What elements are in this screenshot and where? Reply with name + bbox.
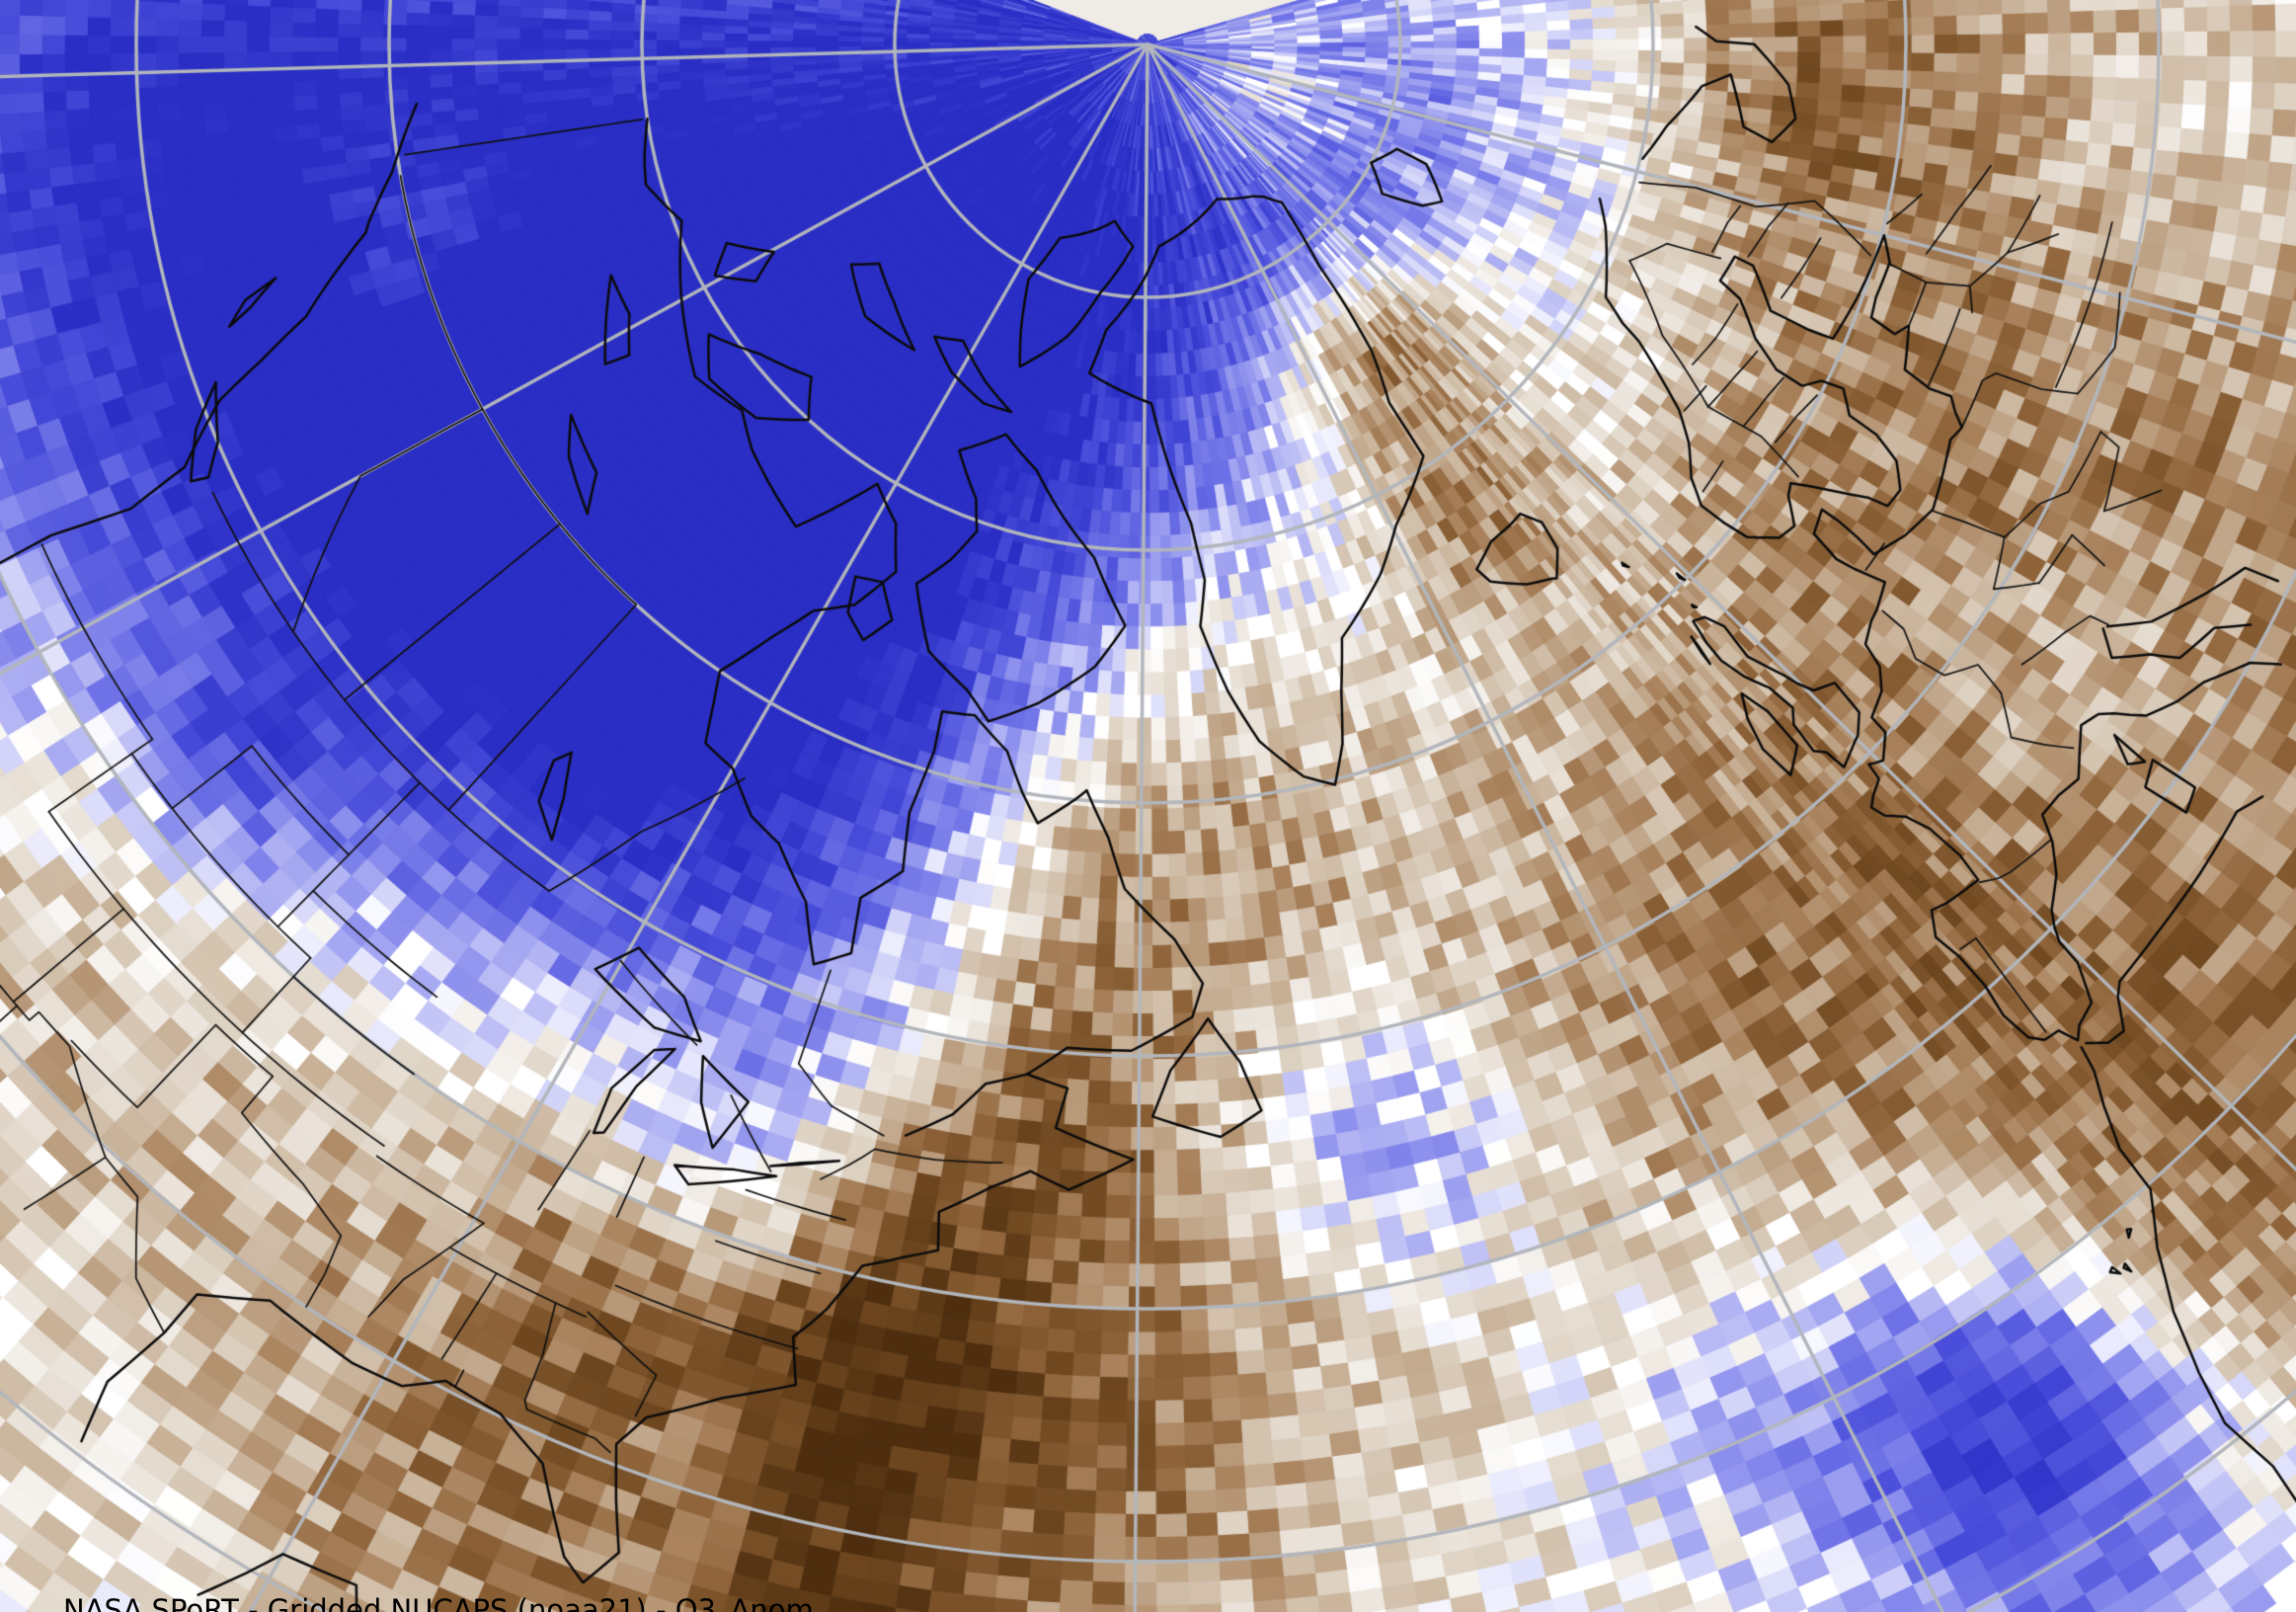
caption-product-line: NASA SPoRT - Gridded NUCAPS (noaa21) - O… bbox=[63, 1593, 814, 1612]
map-caption: NASA SPoRT - Gridded NUCAPS (noaa21) - O… bbox=[63, 1519, 831, 1612]
